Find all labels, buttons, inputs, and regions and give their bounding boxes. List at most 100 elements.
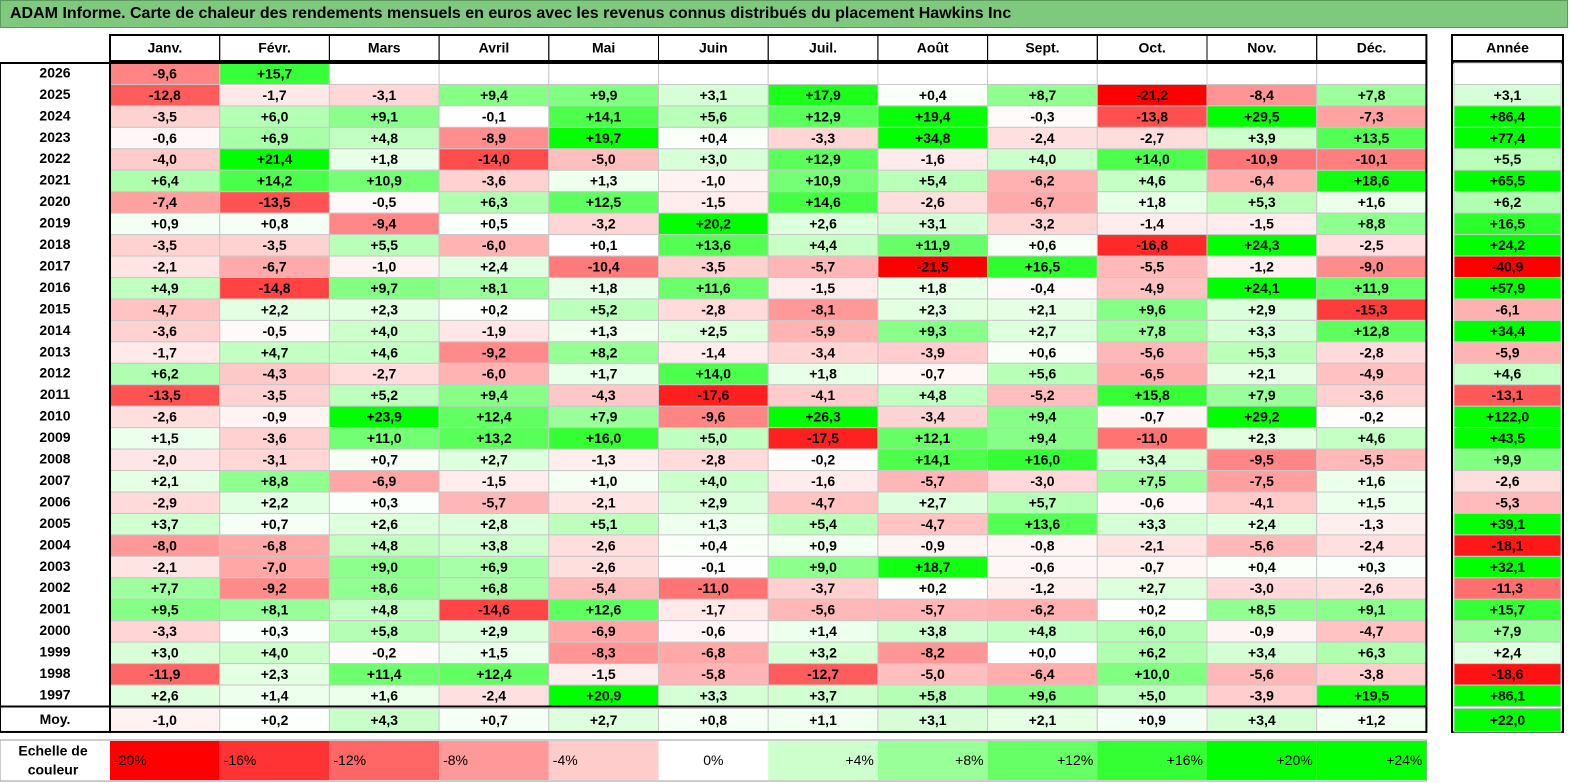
scale-step-label: +12% <box>1057 752 1093 768</box>
heatmap-cell-value: -3,7 <box>811 580 835 596</box>
heatmap-cell-value: +2,4 <box>480 258 508 274</box>
heatmap-cell-value: +9,6 <box>1029 687 1057 703</box>
heatmap-cell-value: -5,7 <box>921 473 945 489</box>
heatmap-cell-value: -1,7 <box>701 602 725 618</box>
month-header-label: Avril <box>479 40 510 56</box>
heatmap-cell-value: +4,0 <box>370 323 398 339</box>
row-2017-label: 2017 <box>39 257 70 273</box>
heatmap-cell-value: +2,1 <box>151 473 179 489</box>
heatmap-cell-value: +2,7 <box>480 452 508 468</box>
heatmap-cell-value: +1,5 <box>480 645 508 661</box>
heatmap-cell-value: -3,4 <box>921 409 945 425</box>
heatmap-cell-value: -0,7 <box>921 366 945 382</box>
heatmap-cell-value: +3,4 <box>1138 452 1166 468</box>
heatmap-cell-value: +2,4 <box>1248 516 1276 532</box>
heatmap-cell-value: +2,7 <box>919 494 947 510</box>
row-2019-label: 2019 <box>39 215 70 231</box>
heatmap-cell-value: -2,8 <box>701 301 725 317</box>
heatmap-cell-value: +1,3 <box>590 323 618 339</box>
heatmap-cell-value: +11,4 <box>367 666 402 682</box>
heatmap-cell-value: +6,0 <box>261 108 289 124</box>
year-total-value: +7,9 <box>1494 623 1522 639</box>
scale-step-label: -12% <box>333 752 366 768</box>
heatmap-cell-value: -4,7 <box>921 516 945 532</box>
heatmap-cell-value: -3,1 <box>372 87 396 103</box>
scale-swatch <box>1316 741 1427 780</box>
heatmap-cell-value: +1,0 <box>590 473 618 489</box>
year-total-value: -40,9 <box>1492 258 1524 274</box>
month-header-label: Janv. <box>147 40 182 56</box>
heatmap-cell-value: -5,9 <box>811 323 835 339</box>
heatmap-cell <box>1316 62 1427 85</box>
row-2022-label: 2022 <box>39 150 70 166</box>
heatmap-cell-value: +6,9 <box>480 559 508 575</box>
month-header-label: Juin <box>699 40 728 56</box>
heatmap-cell-value: +1,6 <box>1358 473 1386 489</box>
heatmap-cell-value: -5,7 <box>921 602 945 618</box>
heatmap-cell-value: -5,5 <box>1359 452 1383 468</box>
heatmap-cell-value: -9,0 <box>1359 258 1383 274</box>
heatmap-cell-value: +4,4 <box>809 237 837 253</box>
report-title: ADAM Informe. Carte de chaleur des rende… <box>0 0 1568 28</box>
heatmap-cell-value: -5,6 <box>1140 344 1164 360</box>
heatmap-cell-value: +14,1 <box>915 452 951 468</box>
heatmap-cell-value: +4,3 <box>370 712 398 728</box>
row-label-frame <box>0 62 111 733</box>
heatmap-cell-value: -0,6 <box>153 130 177 146</box>
scale-swatch <box>329 741 440 780</box>
heatmap-cell-value: -6,0 <box>482 366 506 382</box>
heatmap-cell-value: +5,7 <box>1029 494 1057 510</box>
scale-swatch <box>768 741 878 780</box>
year-total-value: +122,0 <box>1486 409 1529 425</box>
average-row-label: Moy. <box>40 711 71 727</box>
heatmap-cell-value: +9,1 <box>370 108 398 124</box>
year-total-value: +39,1 <box>1490 516 1526 532</box>
heatmap-cell <box>987 62 1098 85</box>
heatmap-cell-value: +20,2 <box>696 216 732 232</box>
heatmap-cell-value: +10,9 <box>805 173 841 189</box>
row-1997-label: 1997 <box>39 686 70 702</box>
heatmap-cell-value: +3,2 <box>809 645 837 661</box>
heatmap-cell-value: -1,5 <box>482 473 506 489</box>
scale-swatch <box>110 741 220 780</box>
heatmap-cell-value: +2,6 <box>151 687 179 703</box>
heatmap-cell-value: +4,6 <box>1138 173 1166 189</box>
heatmap-cell-value: -17,6 <box>697 387 729 403</box>
heatmap-cell-value: +1,8 <box>1138 194 1166 210</box>
heatmap-cell-value: -3,5 <box>701 258 725 274</box>
heatmap-cell-value: -5,0 <box>921 666 945 682</box>
heatmap-cell-value: -0,7 <box>1140 559 1164 575</box>
heatmap-cell-value: +14,0 <box>1134 151 1170 167</box>
heatmap-cell-value: -6,5 <box>1140 366 1164 382</box>
heatmap-cell-value: +9,0 <box>809 559 837 575</box>
heatmap-cell-value: +1,8 <box>809 366 837 382</box>
heatmap-cell-value: -3,6 <box>482 173 506 189</box>
heatmap-cell-value: -0,5 <box>372 194 396 210</box>
heatmap-cell-value: -7,3 <box>1359 108 1383 124</box>
heatmap-cell-value: -14,6 <box>478 602 510 618</box>
heatmap-cell-value: -4,9 <box>1359 366 1383 382</box>
heatmap-cell-value: +2,6 <box>809 216 837 232</box>
heatmap-cell-value: -3,2 <box>592 216 616 232</box>
scale-step-label: +8% <box>955 752 983 768</box>
year-total-value: +16,5 <box>1490 216 1526 232</box>
heatmap-cell-value: -1,3 <box>1359 516 1383 532</box>
heatmap-cell-value: +2,9 <box>700 494 728 510</box>
heatmap-cell-value: +1,3 <box>590 173 618 189</box>
heatmap-cell-value: +0,4 <box>919 87 947 103</box>
heatmap-cell-value: +2,9 <box>1248 301 1276 317</box>
heatmap-cell-value: -2,7 <box>1140 130 1164 146</box>
row-2000-label: 2000 <box>39 622 70 638</box>
heatmap-cell-value: +5,4 <box>809 516 837 532</box>
year-total-value: -2,6 <box>1495 473 1519 489</box>
heatmap-cell-value: +5,6 <box>1029 366 1057 382</box>
heatmap-cell-value: +5,5 <box>370 237 398 253</box>
heatmap-cell-value: +0,8 <box>261 216 289 232</box>
heatmap-cell-value: -0,3 <box>1030 108 1054 124</box>
year-total-value: -5,3 <box>1495 494 1519 510</box>
heatmap-cell-value: +0,2 <box>919 580 947 596</box>
heatmap-cell-value: +12,9 <box>805 108 841 124</box>
month-header-cell <box>1316 34 1427 62</box>
heatmap-cell-value: +3,4 <box>1248 712 1276 728</box>
heatmap-cell <box>658 62 769 85</box>
